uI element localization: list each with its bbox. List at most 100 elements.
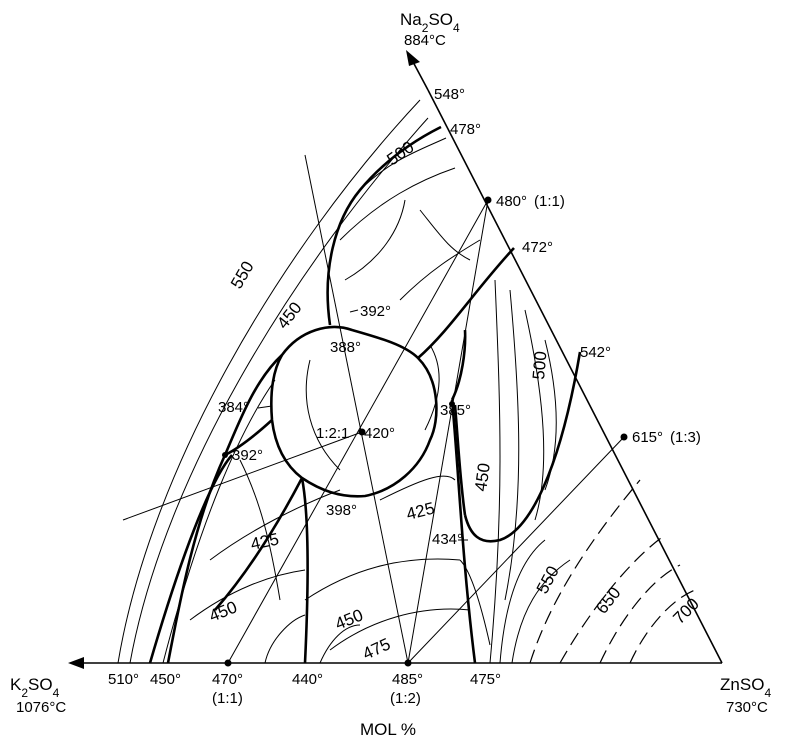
iso-dashed-650 bbox=[559, 534, 666, 664]
iso-450-lower bbox=[189, 569, 306, 621]
interior-label-388: 388° bbox=[330, 339, 361, 356]
vertex-right-mp: 730°C bbox=[726, 699, 768, 716]
edge-label-440: 440° bbox=[292, 671, 323, 688]
edge-label-615-ratio: (1:3) bbox=[670, 429, 701, 446]
boundary-to-478 bbox=[326, 125, 442, 326]
interior-label-434: 434° bbox=[432, 531, 463, 548]
edge-label-450: 450° bbox=[150, 671, 181, 688]
isotherm-label-450-top: 450 bbox=[273, 298, 305, 332]
boundary-to-485-475 bbox=[450, 399, 477, 664]
vertex-left-formula: K2SO4 bbox=[10, 675, 60, 700]
interior-label-392-left: 392° bbox=[232, 447, 263, 464]
tie-line-4 bbox=[407, 436, 625, 664]
isotherm-value-labels: 550 450 500 500 450 425 425 450 450 475 … bbox=[206, 137, 703, 663]
invariant-points bbox=[222, 196, 628, 667]
iso-r5 bbox=[499, 539, 546, 664]
interior-labels: 392° 388° 384° 392° 385° 398° 434° 1:2:1… bbox=[218, 303, 471, 548]
point-420 bbox=[358, 428, 366, 436]
isotherm-label-475: 475 bbox=[360, 634, 394, 663]
edge-label-472: 472° bbox=[522, 239, 553, 256]
iso-r7 bbox=[459, 559, 491, 646]
edge-label-478: 478° bbox=[450, 121, 481, 138]
iso-c bbox=[419, 209, 471, 261]
iso-d bbox=[399, 239, 481, 301]
edge-label-475: 475° bbox=[470, 671, 501, 688]
iso-dashed-600 bbox=[529, 479, 641, 664]
isotherm-label-450-right: 450 bbox=[471, 462, 494, 493]
edge-label-615: 615° bbox=[632, 429, 663, 446]
top-arrow-shaft bbox=[411, 59, 429, 91]
vertex-left-mp: 1076°C bbox=[16, 699, 66, 716]
iso-475 bbox=[329, 608, 471, 651]
isotherm-label-500-right: 500 bbox=[529, 350, 550, 380]
edge-label-542: 542° bbox=[580, 344, 611, 361]
interior-label-392-top: 392° bbox=[360, 303, 391, 320]
iso-425-left bbox=[209, 489, 341, 561]
tie-line-5 bbox=[304, 154, 409, 664]
boundary-loop-left bbox=[223, 354, 283, 456]
interior-isotherms bbox=[189, 137, 696, 664]
point-385 bbox=[449, 401, 455, 407]
iso-dashed-700 bbox=[629, 589, 696, 664]
leader-384 bbox=[257, 405, 273, 409]
phase-boundaries bbox=[166, 125, 582, 664]
isotherm-outer-1 bbox=[117, 99, 421, 664]
vertex-labels: Na2SO4 884°C K2SO4 1076°C ZnSO4 730°C MO… bbox=[10, 10, 771, 739]
iso-500-top bbox=[359, 137, 447, 191]
iso-385-loop bbox=[424, 344, 440, 431]
vertex-top-mp: 884°C bbox=[404, 32, 446, 49]
isotherm-label-425-left: 425 bbox=[249, 529, 281, 553]
top-arrow-head-icon bbox=[406, 50, 420, 66]
triangle-frame bbox=[68, 50, 723, 669]
boundary-to-440 bbox=[300, 477, 309, 664]
tie-line-3 bbox=[407, 199, 489, 664]
iso-a bbox=[339, 167, 456, 241]
isotherm-label-550-left: 550 bbox=[227, 258, 258, 292]
tie-lines bbox=[122, 154, 625, 664]
isotherm-label-450-mid: 450 bbox=[332, 605, 365, 633]
edge-label-510: 510° bbox=[108, 671, 139, 688]
edge-label-480: 480° bbox=[496, 193, 527, 210]
boundary-to-542 bbox=[463, 351, 582, 543]
point-615 bbox=[620, 433, 628, 441]
left-arrow-head-icon bbox=[68, 657, 84, 669]
vertex-top-formula: Na2SO4 bbox=[400, 10, 460, 35]
iso-f bbox=[304, 558, 461, 601]
boundary-loop-left-2 bbox=[224, 419, 273, 457]
iso-r2 bbox=[504, 289, 520, 601]
iso-e bbox=[239, 459, 281, 601]
point-480 bbox=[484, 196, 492, 204]
iso-b bbox=[344, 199, 406, 281]
isotherm-label-450-lower: 450 bbox=[206, 597, 239, 625]
edge-label-480-ratio: (1:1) bbox=[534, 193, 565, 210]
compound-label-temp: 420° bbox=[364, 425, 395, 442]
edge-label-485: 485° bbox=[392, 671, 423, 688]
boundary-to-472 bbox=[417, 247, 515, 359]
boundary-to-450 bbox=[166, 454, 227, 664]
boundary-left-1 bbox=[148, 454, 233, 664]
edge-label-470: 470° bbox=[212, 671, 243, 688]
leader-lines bbox=[257, 309, 468, 541]
isotherm-label-700: 700 bbox=[669, 594, 702, 627]
iso-r4 bbox=[544, 339, 557, 491]
boundary-385-up bbox=[450, 329, 467, 401]
point-485 bbox=[404, 659, 412, 667]
iso-r6 bbox=[511, 559, 571, 664]
tie-line-2 bbox=[227, 199, 489, 664]
iso-r3 bbox=[524, 309, 545, 521]
edge-label-470-ratio: (1:1) bbox=[212, 690, 243, 707]
isotherm-outer-2 bbox=[129, 117, 429, 664]
isotherm-label-425-right: 425 bbox=[404, 499, 436, 524]
isotherm-label-650: 650 bbox=[592, 583, 624, 617]
iso-dashed-675 bbox=[599, 564, 681, 664]
edge-label-485-ratio: (1:2) bbox=[390, 690, 421, 707]
interior-label-384: 384° bbox=[218, 399, 249, 416]
iso-425-right bbox=[379, 475, 456, 501]
vertex-right-formula: ZnSO4 bbox=[720, 675, 771, 700]
edge-label-548: 548° bbox=[434, 86, 465, 103]
point-470 bbox=[224, 659, 232, 667]
axis-title: MOL % bbox=[360, 720, 416, 739]
iso-r1 bbox=[489, 279, 501, 664]
interior-label-385: 385° bbox=[440, 402, 471, 419]
iso-g bbox=[319, 624, 361, 664]
